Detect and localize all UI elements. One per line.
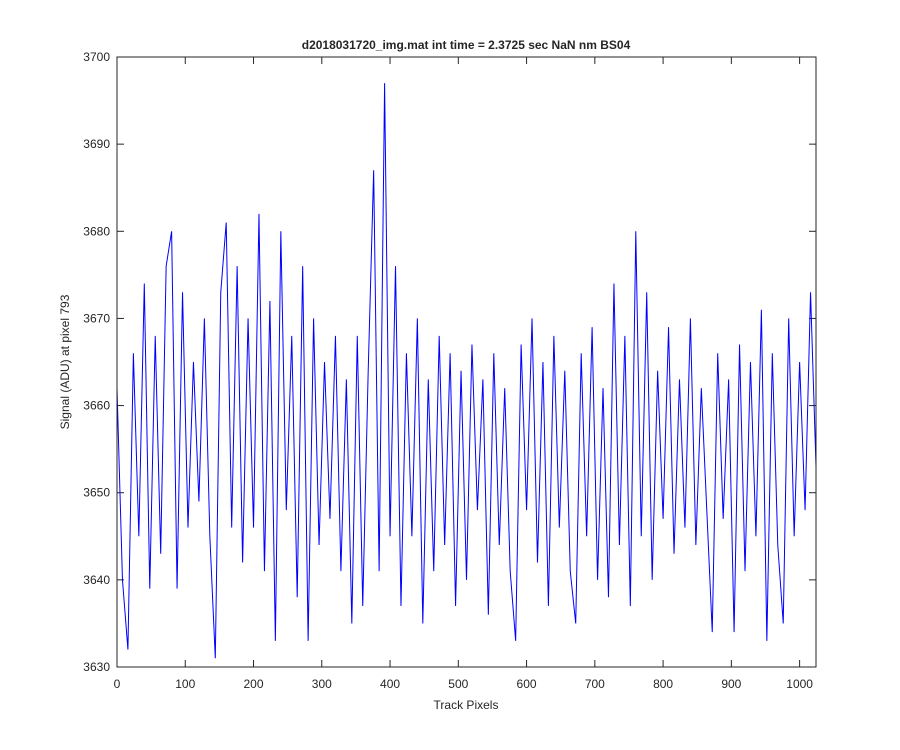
y-tick-label: 3660 <box>83 399 110 413</box>
data-line <box>116 83 817 659</box>
y-tick-label: 3670 <box>83 311 110 325</box>
y-tick-label: 3700 <box>83 50 110 64</box>
x-tick-label: 600 <box>517 677 537 691</box>
y-tick-label: 3690 <box>83 137 110 151</box>
y-axis-label: Signal (ADU) at pixel 793 <box>58 294 72 429</box>
y-tick-label: 3640 <box>83 573 110 587</box>
x-tick-label: 1000 <box>786 677 813 691</box>
y-tick-label: 3650 <box>83 486 110 500</box>
x-tick-label: 800 <box>653 677 673 691</box>
axes-box <box>116 56 817 668</box>
x-tick-label: 500 <box>448 677 468 691</box>
y-tick-label: 3630 <box>83 660 110 674</box>
y-tick-label: 3680 <box>83 224 110 238</box>
x-tick-label: 700 <box>585 677 605 691</box>
x-tick-label: 900 <box>721 677 741 691</box>
x-tick-label: 400 <box>380 677 400 691</box>
chart-title: d2018031720_img.mat int time = 2.3725 se… <box>302 38 631 52</box>
x-tick-label: 200 <box>244 677 264 691</box>
x-axis-label: Track Pixels <box>434 698 499 712</box>
x-tick-label: 300 <box>312 677 332 691</box>
x-tick-label: 0 <box>114 677 121 691</box>
x-tick-label: 100 <box>175 677 195 691</box>
